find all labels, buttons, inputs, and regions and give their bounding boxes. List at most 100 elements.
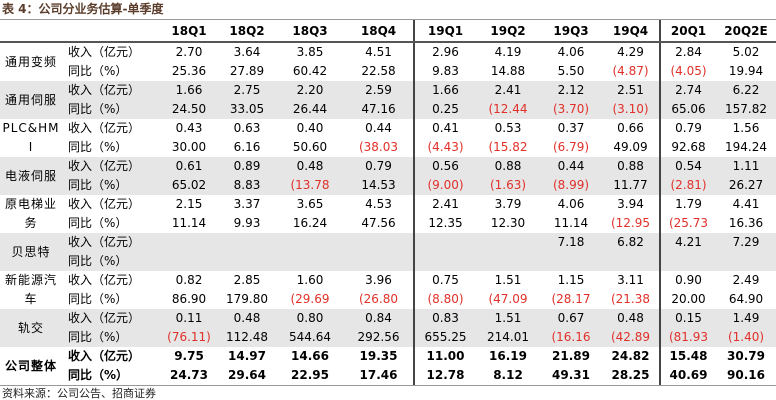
value-cell: 1.11 — [716, 157, 776, 176]
value-cell: 0.88 — [476, 157, 540, 176]
value-cell — [413, 252, 476, 271]
value-cell: 5.50 — [557, 64, 585, 78]
value-cell: 2.12 — [540, 81, 602, 100]
value-cell: 0.11 — [160, 309, 218, 328]
value-cell — [413, 233, 476, 252]
value-cell — [276, 252, 344, 271]
value-cell: 0.75 — [413, 271, 476, 290]
table-row: 同比（%） — [0, 252, 776, 271]
segment-name: 电液伺服 — [0, 157, 62, 195]
table-row: 原电梯业务 收入（亿元） 2.15 3.37 3.65 4.53 2.41 3.79 4.06 3… — [0, 195, 776, 230]
value-cell: 2.70 — [175, 45, 203, 59]
value-cell: 2.84 — [659, 42, 716, 62]
column-header: 18Q1 — [160, 20, 218, 43]
segment-name: 公司整体 — [4, 358, 57, 373]
value-cell: 112.48 — [218, 328, 276, 347]
value-cell: 1.49 — [716, 309, 776, 328]
value-cell: 0.48 — [218, 309, 276, 328]
segment-name: 通用变频 — [4, 54, 57, 69]
column-header: 20Q1 — [659, 20, 716, 43]
value-cell: 50.60 — [292, 140, 328, 154]
value-cell: 1.51 — [476, 309, 540, 328]
value-cell — [160, 233, 218, 252]
value-cell: 2.59 — [344, 81, 414, 100]
value-cell: 0.48 — [602, 309, 660, 328]
value-cell: 0.84 — [344, 309, 414, 328]
value-cell: 64.90 — [728, 292, 764, 306]
value-cell: 1.51 — [494, 273, 522, 287]
value-cell: 3.11 — [617, 273, 644, 287]
value-cell: 2.75 — [218, 81, 276, 100]
value-cell: 4.51 — [365, 45, 392, 59]
segment-name: 轨交 — [0, 309, 62, 347]
value-cell: 26.27 — [716, 176, 776, 195]
value-cell: (76.11) — [160, 328, 218, 347]
metric-label: 同比（%） — [62, 176, 160, 195]
value-cell: 33.05 — [218, 100, 276, 119]
value-cell: 8.83 — [218, 176, 276, 195]
value-cell: (16.16 — [540, 328, 602, 347]
table-row: 贝思特 收入（亿元） 7.18 6.82 4.21 7.29 — [0, 233, 776, 271]
value-cell: (81.93 — [659, 328, 716, 347]
value-cell: 3.37 — [233, 197, 261, 211]
value-cell: 16.19 — [489, 349, 527, 363]
value-cell: (12.95 — [610, 216, 651, 230]
value-cell: 0.63 — [233, 121, 261, 135]
value-cell: (8.80) — [413, 290, 476, 309]
value-cell: 3.64 — [233, 45, 261, 59]
segment-name: 通用伺服 — [0, 81, 62, 119]
value-cell: 0.48 — [276, 157, 344, 176]
value-cell: (29.69 — [290, 292, 330, 306]
header-cell — [0, 20, 62, 43]
value-cell: 65.06 — [659, 100, 716, 119]
value-cell: 0.43 — [175, 121, 203, 135]
value-cell: 0.88 — [602, 157, 660, 176]
value-cell: 2.51 — [602, 81, 660, 100]
value-cell: 12.30 — [490, 216, 526, 230]
value-cell: 0.66 — [617, 121, 644, 135]
value-cell: 8.12 — [493, 368, 523, 382]
value-cell: 24.73 — [170, 368, 208, 382]
value-cell: 14.53 — [344, 176, 414, 195]
metric-label: 收入（亿元） — [62, 309, 160, 328]
metric-label: 收入（亿元） — [68, 273, 141, 287]
value-cell: (15.82 — [488, 140, 528, 154]
value-cell: 86.90 — [171, 292, 207, 306]
metric-label: 同比（%） — [62, 252, 160, 271]
table-row: 同比（%） 25.36 27.89 60.42 22.58 9.83 14.88 5.50 (4… — [0, 62, 776, 81]
metric-label: 收入（亿元） — [62, 157, 160, 176]
value-cell — [659, 252, 716, 271]
value-cell: 11.00 — [413, 347, 476, 366]
value-cell: 4.06 — [557, 197, 585, 211]
value-cell: 26.44 — [276, 100, 344, 119]
value-cell: 0.79 — [659, 119, 716, 138]
value-cell: 12.78 — [413, 366, 476, 385]
metric-label: 同比（%） — [68, 140, 128, 154]
value-cell: 0.61 — [160, 157, 218, 176]
value-cell: 19.94 — [728, 64, 764, 78]
value-cell: 3.65 — [296, 197, 324, 211]
column-header: 18Q4 — [344, 20, 414, 43]
value-cell: 6.16 — [233, 140, 261, 154]
table-row: 同比（%） 30.00 6.16 50.60 (38.03 (4.43) (15.82 (6.… — [0, 138, 776, 157]
value-cell: 4.19 — [494, 45, 522, 59]
value-cell: 0.67 — [540, 309, 602, 328]
value-cell: (8.99) — [540, 176, 602, 195]
value-cell: 16.24 — [292, 216, 328, 230]
value-cell: (4.87) — [612, 64, 649, 78]
column-header: 19Q3 — [540, 20, 602, 43]
value-cell: 2.15 — [175, 197, 203, 211]
value-cell: 47.16 — [344, 100, 414, 119]
value-cell: (9.00) — [413, 176, 476, 195]
value-cell: (47.09 — [488, 292, 528, 306]
value-cell: 30.79 — [727, 349, 765, 363]
column-header: 19Q1 — [413, 20, 476, 43]
value-cell: 14.88 — [490, 64, 526, 78]
value-cell — [218, 233, 276, 252]
value-cell: 1.60 — [296, 273, 324, 287]
value-cell: 24.50 — [160, 100, 218, 119]
value-cell: (21.38 — [610, 292, 651, 306]
value-cell: 2.20 — [276, 81, 344, 100]
value-cell: 2.41 — [476, 81, 540, 100]
value-cell: 655.25 — [413, 328, 476, 347]
